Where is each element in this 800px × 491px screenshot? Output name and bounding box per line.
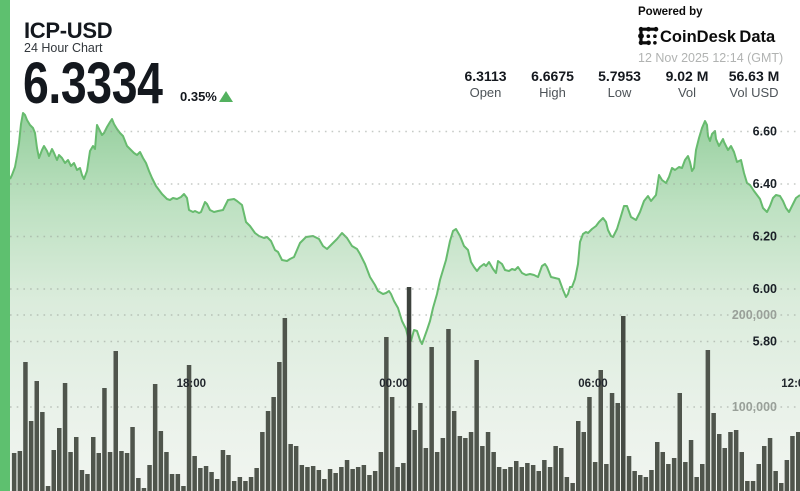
svg-text:12:00: 12:00 — [781, 378, 800, 390]
svg-text:00:00: 00:00 — [379, 378, 408, 390]
svg-text:18:00: 18:00 — [177, 378, 206, 390]
svg-text:6.40: 6.40 — [753, 177, 777, 191]
svg-text:06:00: 06:00 — [578, 378, 607, 390]
svg-text:200,000: 200,000 — [732, 308, 777, 322]
svg-text:6.00: 6.00 — [753, 282, 777, 296]
svg-text:100,000: 100,000 — [732, 400, 777, 414]
svg-text:6.60: 6.60 — [753, 125, 777, 139]
svg-text:5.80: 5.80 — [753, 335, 777, 349]
svg-text:6.20: 6.20 — [753, 230, 777, 244]
